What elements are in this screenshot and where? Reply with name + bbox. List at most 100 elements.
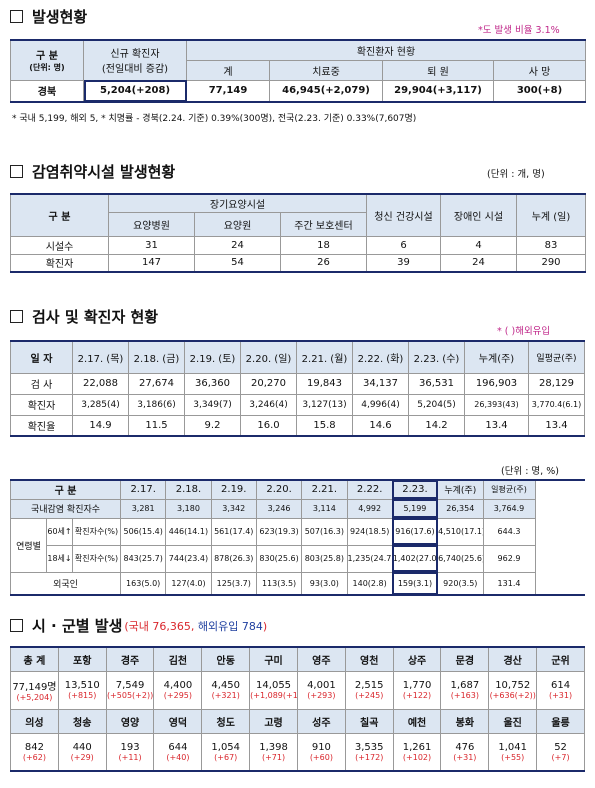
city-delta: (+293) <box>307 691 336 700</box>
header-death: 사 망 <box>492 59 587 81</box>
city-count: 440 <box>72 741 92 753</box>
city-delta: (+636(+2)) <box>489 691 536 700</box>
city-count: 1,054 <box>211 741 241 753</box>
city-name: 군위 <box>536 646 585 672</box>
city-count: 4,400 <box>163 680 193 691</box>
header-status: 확진환자 현황 <box>185 39 587 61</box>
table-row: 검 사 22,088 27,674 36,360 20,270 19,843 34,137… <box>10 372 585 395</box>
city-count: 7,549 <box>115 680 145 691</box>
section-title-test: 검사 및 확진자 현황 <box>10 306 158 327</box>
treat-cell: 46,945(+2,079) <box>269 79 383 103</box>
city-value: 193 (+11) <box>105 732 155 772</box>
city-delta: (+7) <box>551 752 570 762</box>
city-count: 476 <box>455 741 475 753</box>
section-title-facility: 감염취약시설 발생현황 <box>10 161 175 182</box>
city-delta: (+31) <box>548 691 573 700</box>
city-value: 4,001 (+293) <box>296 670 346 710</box>
city-count: 910 <box>311 741 331 753</box>
city-count: 52 <box>554 741 567 753</box>
city-name: 경산 <box>488 646 538 672</box>
test-table: 일 자 2.17. (목) 2.18. (금) 2.19. (토) 2.20. … <box>10 340 585 437</box>
city-value: 1,054 (+67) <box>201 732 251 772</box>
city-delta: (+31) <box>453 752 477 762</box>
city-value: 644 (+40) <box>153 732 203 772</box>
checkbox-icon <box>10 165 23 178</box>
table-row: 확진자 147 54 26 39 24 290 <box>10 253 586 273</box>
city-count: 644 <box>168 741 188 753</box>
city-count: 77,149명 <box>12 682 57 693</box>
city-value: 14,055(+1,089(+1)) <box>249 670 298 710</box>
city-name: 봉화 <box>440 708 490 734</box>
city-value: 77,149명 (+5,204) <box>10 670 59 710</box>
city-name: 예천 <box>392 708 442 734</box>
city-delta: (+321) <box>211 691 240 700</box>
city-delta: (+60) <box>309 752 333 762</box>
ratio-note: *도 발생 비율 3.1% <box>478 25 560 36</box>
death-cell: 300(+8) <box>492 79 587 103</box>
city-delta: (+67) <box>214 752 238 762</box>
city-value: 4,450 (+321) <box>201 670 251 710</box>
total-cell: 77,149 <box>186 79 270 103</box>
city-value: 10,752 (+636(+2)) <box>488 670 538 710</box>
unit-note-2: (단위 : 명, %) <box>501 466 559 477</box>
header-longterm: 장기요양시설 <box>108 193 367 213</box>
city-table: 총 계 포항 경주 김천 안동 구미 영주 영천 상주 문경 경산 군위 77,149명 (+5,204… <box>10 646 585 772</box>
outbreak-table: 구 분 (단위: 명) 신규 확진자 (전일대비 증감) 확진환자 현황 계 치료중… <box>10 39 587 103</box>
city-delta: (+40) <box>166 752 190 762</box>
header-gubun: 구 분 <box>10 193 109 237</box>
city-name: 구미 <box>249 646 298 672</box>
header-date: 일 자 <box>10 340 73 374</box>
city-delta: (+62) <box>22 752 46 762</box>
city-name: 영주 <box>296 646 346 672</box>
city-delta: (+55) <box>501 752 525 762</box>
checkbox-icon <box>10 10 23 23</box>
checkbox-icon <box>10 619 23 632</box>
city-delta: (+29) <box>70 752 94 762</box>
city-delta: (+71) <box>261 752 286 762</box>
city-name: 칠곡 <box>344 708 394 734</box>
city-value: 52 (+7) <box>536 732 585 772</box>
city-value: 7,549 (+505(+2)) <box>105 670 155 710</box>
city-count: 3,535 <box>354 741 384 753</box>
city-count: 193 <box>120 741 140 753</box>
city-count: 1,770 <box>402 680 432 691</box>
city-value: 440 (+29) <box>57 732 107 772</box>
city-delta: (+245) <box>355 691 384 700</box>
header-total: 계 <box>186 59 270 81</box>
city-delta: (+505(+2)) <box>106 691 154 700</box>
city-value: 1,770 (+122) <box>392 670 442 710</box>
city-name: 영덕 <box>153 708 203 734</box>
checkbox-icon <box>10 310 23 323</box>
header-hospital: 요양병원 <box>108 211 195 237</box>
city-count: 1,261 <box>402 741 432 753</box>
city-count: 842 <box>24 741 44 753</box>
table-row: 시설수 31 24 18 6 4 83 <box>10 235 586 255</box>
city-count: 2,515 <box>354 680 384 691</box>
header-mental: 청신 건강시설 <box>366 193 441 237</box>
foreign-note: * ( )해외유입 <box>497 326 551 337</box>
city-count: 10,752 <box>495 680 531 691</box>
city-count: 4,001 <box>307 680 336 691</box>
city-value: 4,400 (+295) <box>153 670 203 710</box>
city-name: 영천 <box>344 646 394 672</box>
header-day: 주간 보호센터 <box>280 211 367 237</box>
city-delta: (+295) <box>163 691 192 700</box>
city-name: 영양 <box>105 708 155 734</box>
new-cell: 5,204(+208) <box>83 79 187 103</box>
age-table: 구 분 2.17. 2.18. 2.19. 2.20. 2.21. 2.22. 2.23. 누… <box>9 479 586 596</box>
city-count: 1,398 <box>259 741 288 753</box>
city-name: 총 계 <box>10 646 59 672</box>
city-name: 청도 <box>201 708 251 734</box>
city-count: 14,055 <box>256 680 292 691</box>
city-value: 614 (+31) <box>536 670 585 710</box>
region-cell: 경북 <box>10 79 84 103</box>
city-name: 성주 <box>296 708 346 734</box>
header-treat: 치료중 <box>269 59 383 81</box>
header-release: 퇴 원 <box>382 59 494 81</box>
city-name: 경주 <box>105 646 155 672</box>
city-name: 청송 <box>57 708 107 734</box>
table-row-18: 18세↓ 확진자수(%) 843(25.7) 744(23.4) 878(26.3)… <box>11 544 586 573</box>
header-new: 신규 확진자 (전일대비 증감) <box>83 39 187 81</box>
facility-table: 구 분 장기요양시설 청신 건강시설 장애인 시설 누계 (일) 요양병원 요양… <box>10 193 586 273</box>
city-delta: (+102) <box>402 752 432 762</box>
